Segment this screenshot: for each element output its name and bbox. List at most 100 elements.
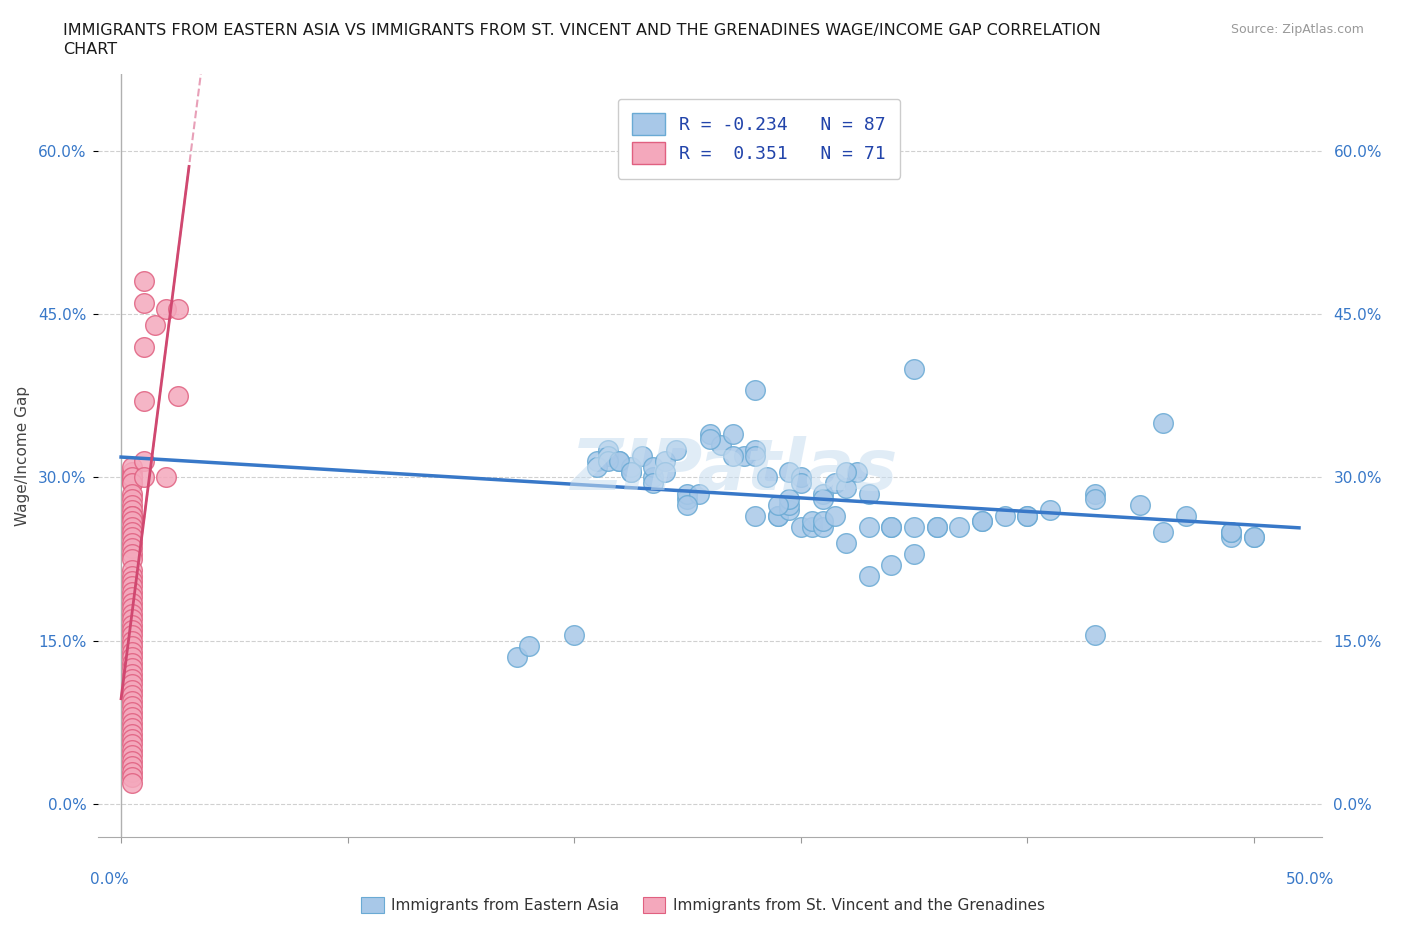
Point: [121, 541, 143, 556]
Point: [121, 574, 143, 589]
Legend: Immigrants from Eastern Asia, Immigrants from St. Vincent and the Grenadines: Immigrants from Eastern Asia, Immigrants…: [354, 891, 1052, 920]
Point: [121, 475, 143, 490]
Point: [643, 470, 665, 485]
Point: [121, 530, 143, 545]
Point: [121, 748, 143, 763]
Point: [778, 498, 800, 512]
Point: [596, 443, 619, 458]
Point: [121, 660, 143, 675]
Point: [121, 650, 143, 665]
Point: [143, 317, 166, 332]
Point: [121, 683, 143, 698]
Point: [132, 393, 155, 408]
Point: [121, 525, 143, 539]
Point: [121, 563, 143, 578]
Point: [970, 513, 993, 528]
Point: [121, 519, 143, 534]
Point: [121, 459, 143, 474]
Point: [1039, 503, 1062, 518]
Point: [1017, 508, 1039, 523]
Point: [121, 595, 143, 610]
Text: 0.0%: 0.0%: [90, 871, 129, 886]
Point: [925, 519, 948, 534]
Point: [755, 470, 778, 485]
Point: [596, 448, 619, 463]
Point: [766, 498, 789, 512]
Point: [121, 633, 143, 648]
Point: [121, 465, 143, 480]
Point: [121, 486, 143, 501]
Point: [903, 519, 925, 534]
Point: [778, 492, 800, 507]
Point: [121, 721, 143, 736]
Point: [721, 448, 744, 463]
Point: [121, 618, 143, 632]
Point: [903, 546, 925, 561]
Point: [121, 656, 143, 671]
Point: [121, 498, 143, 512]
Point: [654, 465, 676, 480]
Point: [166, 301, 188, 316]
Point: [813, 519, 835, 534]
Point: [121, 508, 143, 523]
Point: [620, 459, 643, 474]
Point: [766, 508, 789, 523]
Point: [665, 443, 688, 458]
Point: [121, 470, 143, 485]
Point: [643, 459, 665, 474]
Point: [121, 601, 143, 616]
Point: [121, 753, 143, 768]
Point: [858, 519, 880, 534]
Point: [699, 427, 721, 442]
Point: [880, 519, 903, 534]
Point: [121, 606, 143, 621]
Point: [835, 481, 858, 496]
Y-axis label: Wage/Income Gap: Wage/Income Gap: [15, 386, 30, 525]
Point: [585, 454, 607, 469]
Point: [778, 503, 800, 518]
Point: [132, 470, 155, 485]
Point: [121, 639, 143, 654]
Point: [858, 568, 880, 583]
Point: [846, 465, 869, 480]
Point: [824, 475, 846, 490]
Point: [562, 628, 585, 643]
Point: [121, 715, 143, 730]
Text: Source: ZipAtlas.com: Source: ZipAtlas.com: [1230, 23, 1364, 36]
Point: [1152, 525, 1174, 539]
Point: [121, 710, 143, 724]
Point: [121, 470, 143, 485]
Point: [121, 644, 143, 659]
Point: [948, 519, 970, 534]
Point: [1129, 498, 1152, 512]
Point: [1243, 530, 1265, 545]
Point: [132, 296, 155, 311]
Point: [880, 557, 903, 572]
Point: [800, 513, 823, 528]
Point: [155, 301, 177, 316]
Point: [699, 432, 721, 446]
Point: [132, 454, 155, 469]
Point: [121, 590, 143, 604]
Point: [620, 465, 643, 480]
Point: [121, 742, 143, 757]
Point: [643, 475, 665, 490]
Point: [121, 677, 143, 692]
Point: [800, 519, 823, 534]
Point: [121, 732, 143, 747]
Point: [609, 454, 631, 469]
Point: [121, 508, 143, 523]
Point: [596, 454, 619, 469]
Point: [654, 454, 676, 469]
Point: [121, 694, 143, 709]
Point: [132, 339, 155, 354]
Text: ZIPatlas: ZIPatlas: [571, 436, 898, 505]
Point: [1084, 492, 1107, 507]
Point: [517, 639, 540, 654]
Point: [121, 770, 143, 785]
Point: [789, 519, 811, 534]
Point: [121, 671, 143, 686]
Point: [1220, 525, 1243, 539]
Point: [744, 448, 766, 463]
Point: [121, 546, 143, 561]
